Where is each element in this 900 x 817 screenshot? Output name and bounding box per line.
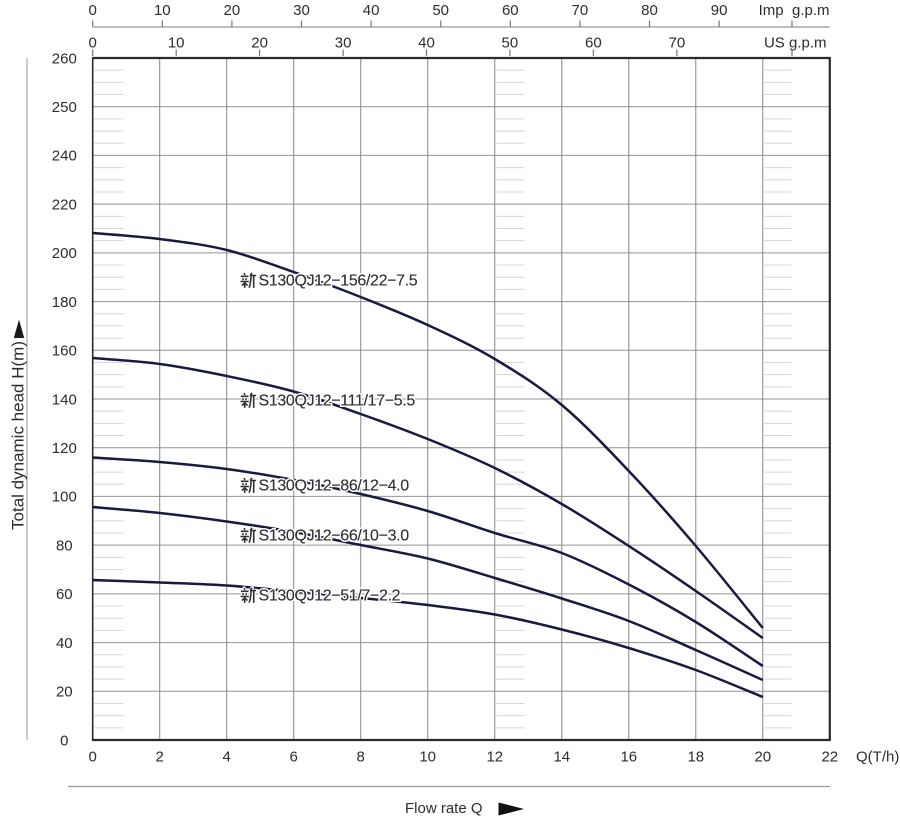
svg-text:100: 100 [52, 489, 77, 506]
svg-text:20: 20 [56, 684, 73, 701]
svg-text:Total dynamic head H(m): Total dynamic head H(m) [9, 341, 28, 530]
svg-text:0: 0 [89, 749, 97, 766]
svg-text:S130QJ12−86/12−4.0: S130QJ12−86/12−4.0 [259, 477, 410, 494]
svg-text:60: 60 [56, 586, 73, 603]
svg-text:160: 160 [52, 343, 77, 360]
svg-text:120: 120 [52, 440, 77, 457]
svg-text:2: 2 [156, 749, 164, 766]
svg-text:S130QJ12−156/22−7.5: S130QJ12−156/22−7.5 [259, 272, 418, 289]
svg-text:10: 10 [154, 2, 171, 19]
svg-text:200: 200 [52, 245, 77, 262]
svg-text:60: 60 [502, 2, 519, 19]
svg-text:80: 80 [641, 2, 658, 19]
svg-text:20: 20 [224, 2, 241, 19]
svg-text:Flow rate Q: Flow rate Q [405, 800, 483, 817]
svg-text:220: 220 [52, 196, 77, 213]
svg-text:S130QJ12−111/17−5.5: S130QJ12−111/17−5.5 [259, 392, 416, 409]
svg-text:22: 22 [821, 749, 838, 766]
svg-text:0: 0 [89, 2, 97, 19]
svg-text:Q(T/h): Q(T/h) [856, 749, 899, 766]
svg-text:S130QJ12−51/7−2.2: S130QJ12−51/7−2.2 [259, 587, 401, 604]
svg-text:30: 30 [335, 35, 352, 52]
svg-text:4: 4 [223, 749, 231, 766]
svg-text:S130QJ12−66/10−3.0: S130QJ12−66/10−3.0 [259, 527, 410, 544]
svg-text:6: 6 [290, 749, 298, 766]
svg-text:10: 10 [168, 35, 185, 52]
svg-text:70: 70 [669, 35, 686, 52]
svg-text:US g.p.m: US g.p.m [764, 35, 827, 52]
svg-text:50: 50 [502, 35, 519, 52]
svg-text:8: 8 [357, 749, 365, 766]
svg-text:Imp g.p.m: Imp g.p.m [759, 2, 830, 19]
svg-text:14: 14 [553, 749, 570, 766]
svg-text:0: 0 [60, 732, 68, 749]
svg-text:250: 250 [52, 99, 77, 116]
svg-text:140: 140 [52, 391, 77, 408]
svg-text:20: 20 [251, 35, 268, 52]
svg-text:70: 70 [572, 2, 589, 19]
svg-text:S130QJ12−111/17−5.5: S130QJ12−111/17−5.5 [259, 392, 416, 409]
svg-text:50: 50 [432, 2, 449, 19]
svg-text:S130QJ12−156/22−7.5: S130QJ12−156/22−7.5 [259, 272, 418, 289]
svg-text:260: 260 [52, 50, 77, 67]
svg-text:10: 10 [419, 749, 436, 766]
svg-text:16: 16 [620, 749, 637, 766]
svg-text:0: 0 [89, 35, 97, 52]
svg-text:20: 20 [754, 749, 771, 766]
svg-text:30: 30 [293, 2, 310, 19]
svg-text:80: 80 [56, 537, 73, 554]
svg-text:S130QJ12−86/12−4.0: S130QJ12−86/12−4.0 [259, 477, 410, 494]
svg-text:60: 60 [585, 35, 602, 52]
svg-text:180: 180 [52, 294, 77, 311]
svg-text:40: 40 [418, 35, 435, 52]
svg-text:40: 40 [363, 2, 380, 19]
svg-text:90: 90 [711, 2, 728, 19]
svg-text:12: 12 [486, 749, 503, 766]
svg-text:S130QJ12−66/10−3.0: S130QJ12−66/10−3.0 [259, 527, 410, 544]
svg-text:18: 18 [687, 749, 704, 766]
svg-text:40: 40 [56, 635, 73, 652]
svg-text:S130QJ12−51/7−2.2: S130QJ12−51/7−2.2 [259, 587, 401, 604]
svg-text:240: 240 [52, 148, 77, 165]
